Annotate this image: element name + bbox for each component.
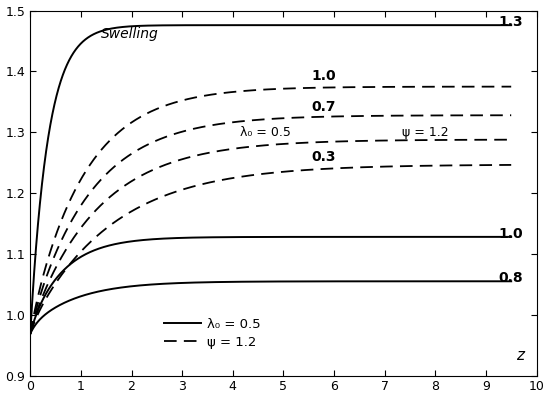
Text: 0.3: 0.3 [311,150,336,164]
Text: 1.0: 1.0 [498,227,523,241]
Text: Swelling: Swelling [101,27,159,41]
Text: λ₀ = 0.5: λ₀ = 0.5 [240,126,292,139]
Text: 0.8: 0.8 [498,271,523,285]
Text: 1.0: 1.0 [311,69,336,83]
Text: 0.7: 0.7 [311,100,336,114]
Text: z: z [516,348,524,363]
Text: 1.3: 1.3 [498,14,523,28]
Text: ψ = 1.2: ψ = 1.2 [403,126,449,139]
Legend: λ₀ = 0.5, ψ = 1.2: λ₀ = 0.5, ψ = 1.2 [158,312,266,354]
